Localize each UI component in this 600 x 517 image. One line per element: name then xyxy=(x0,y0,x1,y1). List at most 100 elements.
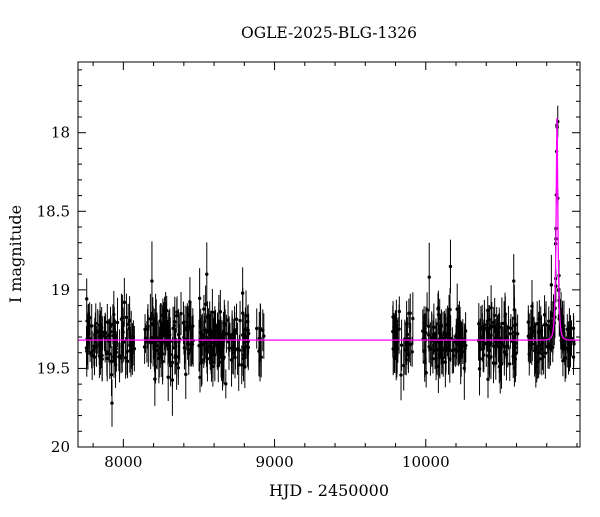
data-point xyxy=(124,315,129,320)
data-point xyxy=(240,333,245,337)
data-point xyxy=(515,332,520,336)
data-point xyxy=(212,330,216,335)
data-point xyxy=(85,319,89,323)
data-point xyxy=(462,366,467,370)
chart-title: OGLE-2025-BLG-1326 xyxy=(241,24,417,42)
data-point xyxy=(402,363,406,368)
data-point xyxy=(234,317,239,321)
data-point xyxy=(399,343,404,347)
data-point xyxy=(184,372,188,377)
data-point xyxy=(529,334,534,338)
plot-frame xyxy=(77,61,581,448)
data-point xyxy=(102,330,107,334)
data-point xyxy=(86,341,90,345)
data-point xyxy=(92,348,96,352)
data-point xyxy=(427,324,431,329)
y-tick-label: 19.5 xyxy=(37,359,70,377)
data-point xyxy=(538,357,542,361)
data-point xyxy=(482,353,486,357)
data-point xyxy=(86,322,91,326)
data-point xyxy=(149,340,153,345)
data-point xyxy=(148,317,153,321)
data-point xyxy=(97,354,102,358)
data-point xyxy=(143,327,147,332)
data-point xyxy=(427,344,431,349)
data-point xyxy=(186,348,191,352)
data-point xyxy=(206,329,211,333)
data-point xyxy=(200,332,205,337)
data-point xyxy=(241,353,246,357)
x-tick-label: 9000 xyxy=(255,453,293,471)
data-point xyxy=(395,353,399,357)
data-point xyxy=(243,327,248,332)
data-point xyxy=(110,401,114,405)
data-point xyxy=(504,335,508,340)
data-point xyxy=(245,319,250,324)
data-point xyxy=(505,344,510,348)
data-point xyxy=(432,332,436,337)
data-point xyxy=(122,300,127,305)
data-point xyxy=(96,330,100,334)
data-point xyxy=(437,316,442,321)
data-point xyxy=(197,296,202,301)
data-point xyxy=(549,327,553,331)
data-point xyxy=(446,347,451,352)
x-tick-label: 10000 xyxy=(402,453,450,471)
data-point xyxy=(111,334,115,338)
data-point xyxy=(255,326,259,331)
model-curve xyxy=(78,118,581,341)
data-point xyxy=(489,306,493,310)
data-point xyxy=(547,319,551,323)
data-point xyxy=(209,356,213,360)
data-point xyxy=(406,351,410,356)
data-point xyxy=(492,313,497,318)
data-point xyxy=(126,322,130,326)
data-point xyxy=(153,377,157,381)
data-point xyxy=(167,349,172,354)
data-points-layer xyxy=(84,105,576,427)
data-point xyxy=(455,307,459,311)
data-point xyxy=(188,342,192,346)
data-point xyxy=(530,304,534,308)
x-axis-label: HJD - 2450000 xyxy=(269,481,389,500)
data-point xyxy=(158,346,162,350)
data-point xyxy=(258,358,262,363)
data-point xyxy=(240,363,244,367)
data-point xyxy=(100,357,104,361)
data-point xyxy=(173,320,177,324)
data-point xyxy=(429,336,434,340)
y-axis-label: I magnitude xyxy=(6,205,25,303)
data-point xyxy=(513,357,518,361)
data-point xyxy=(434,356,438,360)
model-curve-layer xyxy=(78,118,581,341)
data-point xyxy=(202,307,206,311)
data-point xyxy=(262,334,266,338)
data-point xyxy=(448,307,452,312)
data-point xyxy=(213,353,217,357)
data-point xyxy=(481,346,485,351)
axes: 8000 9000 10000 18 18.5 19 19.5 20 xyxy=(37,61,581,471)
data-point xyxy=(99,326,104,330)
data-point xyxy=(200,358,204,362)
data-point xyxy=(119,317,124,321)
data-point xyxy=(224,382,228,386)
data-point xyxy=(121,340,126,344)
data-point xyxy=(484,341,489,346)
data-point xyxy=(486,377,490,382)
data-point xyxy=(549,283,554,287)
data-point xyxy=(498,369,502,374)
data-point xyxy=(569,336,574,341)
data-point xyxy=(90,353,94,358)
y-tick-label: 20 xyxy=(51,438,70,456)
data-point xyxy=(241,311,245,315)
data-point xyxy=(546,344,550,349)
data-point xyxy=(450,348,455,353)
data-point xyxy=(105,352,109,356)
data-point xyxy=(166,375,170,379)
data-point xyxy=(404,357,408,362)
data-point xyxy=(211,364,215,369)
data-point xyxy=(508,332,513,336)
data-point xyxy=(508,362,512,366)
